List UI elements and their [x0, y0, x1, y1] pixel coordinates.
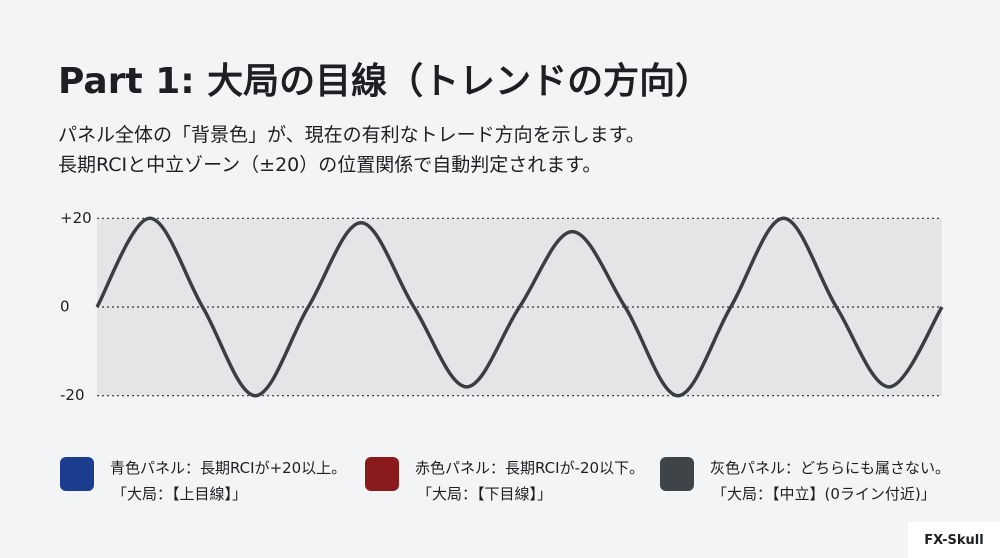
- description: 長期RCIと中立ゾーン（±20）の位置関係で自動判定されます。: [58, 154, 602, 176]
- legend-swatch: [365, 457, 399, 491]
- legend-text: 青色パネル：長期RCIが+20以上。 「大局：【上目線】」: [110, 455, 346, 507]
- line: [95, 216, 944, 398]
- y-tick-label: -20: [60, 386, 85, 404]
- legend-sublabel: 「大局：【中立】(0ライン付近)」: [712, 485, 936, 503]
- legend-label: 青色パネル：長期RCIが+20以上。: [110, 459, 347, 477]
- legend-item: 赤色パネル：長期RCIが-20以下。 「大局：【下目線】」: [365, 455, 644, 507]
- legend-text: 灰色パネル：どちらにも属さない。 「大局：【中立】(0ライン付近)」: [710, 455, 950, 507]
- legend-label: 灰色パネル：どちらにも属さない。: [710, 459, 951, 477]
- legend-sublabel: 「大局：【上目線】」: [112, 485, 248, 503]
- y-tick-label: 0: [60, 298, 70, 316]
- legend-sublabel: 「大局：【下目線】」: [417, 485, 553, 503]
- legend-swatch: [60, 457, 94, 491]
- legend-item: 青色パネル：長期RCIが+20以上。 「大局：【上目線】」: [60, 455, 346, 507]
- legend-label: 赤色パネル：長期RCIが-20以下。: [415, 459, 645, 477]
- brand: FX-Skull: [908, 522, 1000, 558]
- y-tick-label: +20: [60, 209, 92, 227]
- legend-text: 赤色パネル：長期RCIが-20以下。 「大局：【下目線】」: [415, 455, 644, 507]
- legend-item: 灰色パネル：どちらにも属さない。 「大局：【中立】(0ライン付近)」: [660, 455, 950, 507]
- title: Part 1: 大局の目線（トレンドの方向）: [58, 61, 712, 102]
- description: パネル全体の「背景色」が、現在の有利なトレード方向を示します。: [58, 124, 645, 146]
- legend-swatch: [660, 457, 694, 491]
